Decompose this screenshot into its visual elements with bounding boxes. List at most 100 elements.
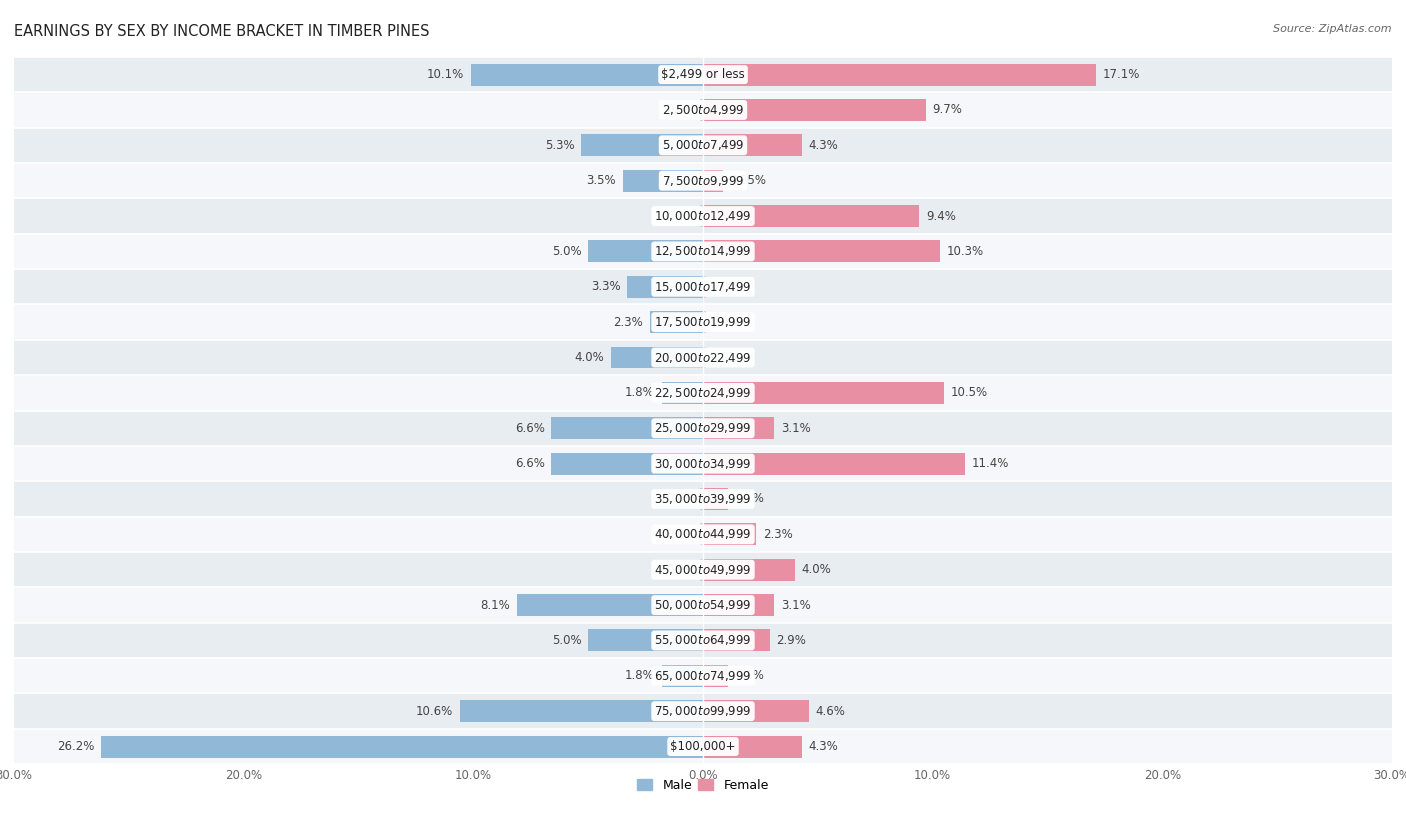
Text: 0.0%: 0.0% — [710, 280, 740, 293]
Bar — [14, 340, 1392, 375]
Bar — [14, 446, 1392, 481]
Bar — [703, 524, 756, 546]
Text: 8.1%: 8.1% — [481, 598, 510, 611]
Text: 10.5%: 10.5% — [950, 386, 988, 399]
Text: 0.0%: 0.0% — [710, 315, 740, 328]
Text: 5.0%: 5.0% — [551, 634, 581, 647]
Text: 1.1%: 1.1% — [735, 493, 765, 506]
Bar — [703, 665, 728, 687]
Text: $50,000 to $54,999: $50,000 to $54,999 — [654, 598, 752, 612]
Text: $100,000+: $100,000+ — [671, 740, 735, 753]
Text: $30,000 to $34,999: $30,000 to $34,999 — [654, 457, 752, 471]
Text: $7,500 to $9,999: $7,500 to $9,999 — [662, 174, 744, 188]
Bar — [700, 488, 703, 510]
Text: $35,000 to $39,999: $35,000 to $39,999 — [654, 492, 752, 506]
Bar — [14, 233, 1392, 269]
Bar — [14, 375, 1392, 411]
Bar — [14, 411, 1392, 446]
Bar — [588, 241, 703, 263]
Bar — [703, 700, 808, 722]
Bar — [588, 629, 703, 651]
Text: 0.0%: 0.0% — [666, 528, 696, 541]
Bar — [14, 92, 1392, 128]
Text: $45,000 to $49,999: $45,000 to $49,999 — [654, 563, 752, 576]
Bar — [703, 63, 1095, 85]
Text: $65,000 to $74,999: $65,000 to $74,999 — [654, 669, 752, 683]
Text: 5.3%: 5.3% — [544, 139, 575, 152]
Bar — [14, 163, 1392, 198]
Text: 9.7%: 9.7% — [932, 103, 963, 116]
Text: 0.85%: 0.85% — [730, 174, 766, 187]
Text: 0.0%: 0.0% — [666, 103, 696, 116]
Text: 6.6%: 6.6% — [515, 422, 544, 435]
Text: $22,500 to $24,999: $22,500 to $24,999 — [654, 386, 752, 400]
Bar — [14, 481, 1392, 517]
Text: 4.6%: 4.6% — [815, 705, 845, 718]
Bar — [551, 453, 703, 475]
Text: 0.0%: 0.0% — [666, 210, 696, 223]
Text: 2.3%: 2.3% — [762, 528, 793, 541]
Text: 4.3%: 4.3% — [808, 139, 838, 152]
Bar — [14, 659, 1392, 693]
Bar — [662, 665, 703, 687]
Text: 2.3%: 2.3% — [613, 315, 644, 328]
Text: 3.3%: 3.3% — [591, 280, 620, 293]
Bar — [700, 99, 703, 121]
Bar — [700, 205, 703, 227]
Bar — [14, 57, 1392, 92]
Bar — [703, 346, 706, 368]
Bar — [623, 170, 703, 192]
Bar — [703, 276, 706, 298]
Bar — [14, 269, 1392, 304]
Bar — [703, 241, 939, 263]
Bar — [460, 700, 703, 722]
Bar — [703, 205, 920, 227]
Text: 10.1%: 10.1% — [427, 68, 464, 81]
Bar — [14, 587, 1392, 623]
Text: $15,000 to $17,499: $15,000 to $17,499 — [654, 280, 752, 293]
Text: 0.0%: 0.0% — [666, 563, 696, 576]
Text: 3.5%: 3.5% — [586, 174, 616, 187]
Text: $10,000 to $12,499: $10,000 to $12,499 — [654, 209, 752, 223]
Text: $2,500 to $4,999: $2,500 to $4,999 — [662, 103, 744, 117]
Text: $55,000 to $64,999: $55,000 to $64,999 — [654, 633, 752, 647]
Text: $40,000 to $44,999: $40,000 to $44,999 — [654, 528, 752, 541]
Bar — [703, 170, 723, 192]
Text: $17,500 to $19,999: $17,500 to $19,999 — [654, 315, 752, 329]
Text: 9.4%: 9.4% — [925, 210, 956, 223]
Bar — [471, 63, 703, 85]
Bar — [703, 736, 801, 758]
Text: 3.1%: 3.1% — [782, 598, 811, 611]
Bar — [703, 417, 775, 439]
Text: $2,499 or less: $2,499 or less — [661, 68, 745, 81]
Bar — [627, 276, 703, 298]
Text: $75,000 to $99,999: $75,000 to $99,999 — [654, 704, 752, 718]
Bar — [700, 559, 703, 580]
Bar — [703, 382, 945, 404]
Text: 4.0%: 4.0% — [575, 351, 605, 364]
Text: 1.8%: 1.8% — [626, 386, 655, 399]
Text: $20,000 to $22,499: $20,000 to $22,499 — [654, 350, 752, 364]
Bar — [14, 623, 1392, 658]
Bar — [703, 453, 965, 475]
Text: 0.0%: 0.0% — [710, 351, 740, 364]
Bar — [551, 417, 703, 439]
Bar — [14, 729, 1392, 764]
Bar — [14, 128, 1392, 163]
Text: $12,500 to $14,999: $12,500 to $14,999 — [654, 245, 752, 259]
Text: EARNINGS BY SEX BY INCOME BRACKET IN TIMBER PINES: EARNINGS BY SEX BY INCOME BRACKET IN TIM… — [14, 24, 430, 39]
Bar — [703, 488, 728, 510]
Bar — [14, 198, 1392, 233]
Text: 11.4%: 11.4% — [972, 457, 1010, 470]
Bar — [700, 524, 703, 546]
Text: 5.0%: 5.0% — [551, 245, 581, 258]
Bar — [703, 629, 769, 651]
Bar — [703, 99, 925, 121]
Bar — [14, 517, 1392, 552]
Bar — [703, 311, 706, 333]
Text: $5,000 to $7,499: $5,000 to $7,499 — [662, 138, 744, 152]
Bar — [14, 552, 1392, 587]
Text: 26.2%: 26.2% — [58, 740, 94, 753]
Text: $25,000 to $29,999: $25,000 to $29,999 — [654, 421, 752, 435]
Text: 17.1%: 17.1% — [1102, 68, 1140, 81]
